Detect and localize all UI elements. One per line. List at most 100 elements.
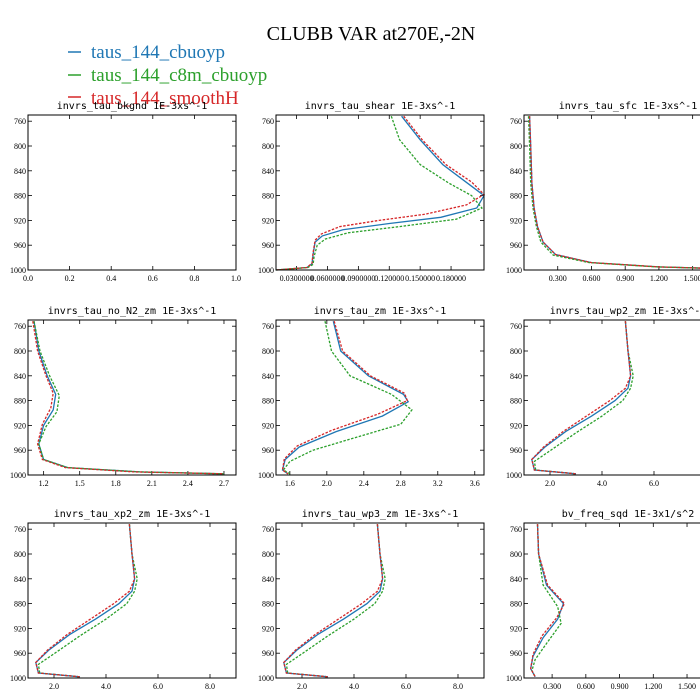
y-tick-label: 760	[14, 322, 26, 331]
y-tick-label: 960	[262, 241, 274, 250]
y-tick-label: 960	[14, 649, 26, 658]
plot-frame	[275, 522, 485, 679]
series-line	[285, 524, 386, 678]
panel-title: invrs_tau_bkgnd 1E-3xs^-1	[57, 101, 208, 112]
y-tick-label: 800	[14, 550, 26, 559]
x-tick-label: 0.0	[23, 274, 33, 283]
series-line	[35, 524, 136, 678]
y-tick-label: 800	[262, 550, 274, 559]
x-tick-label: 1.2	[39, 479, 49, 488]
panel-title: invrs_tau_wp2_zm 1E-3xs^-1	[550, 306, 700, 317]
y-tick-label: 920	[262, 421, 274, 430]
y-tick-label: 880	[262, 600, 274, 609]
series-line	[33, 321, 225, 475]
x-tick-label: 6.0	[401, 682, 411, 691]
y-tick-label: 1000	[506, 266, 522, 275]
panel: invrs_tau_shear 1E-3xs^-1 760 800 840 880 920…	[258, 101, 486, 283]
legend: taus_144_cbuoyp taus_144_c8m_cbuoyp taus…	[68, 42, 267, 109]
y-tick-label: 1000	[506, 471, 522, 480]
y-tick-label: 760	[510, 525, 522, 534]
x-tick-label: 0.600	[582, 274, 600, 283]
y-tick-label: 1000	[506, 674, 522, 683]
panel: invrs_tau_sfc 1E-3xs^-1 760 800 840 880 920 96…	[506, 101, 700, 283]
y-tick-label: 880	[510, 192, 522, 201]
x-tick-label: 0.120000	[374, 274, 404, 283]
y-tick-label: 960	[262, 446, 274, 455]
plot-frame	[275, 319, 485, 476]
y-tick-label: 960	[14, 446, 26, 455]
plot-frame	[523, 114, 700, 271]
chart-title: CLUBB VAR at270E,-2N	[267, 23, 476, 45]
y-tick-label: 920	[14, 216, 26, 225]
x-tick-label: 0.300	[549, 274, 567, 283]
y-tick-label: 840	[262, 167, 274, 176]
y-tick-label: 960	[510, 446, 522, 455]
x-tick-label: 4.0	[597, 479, 607, 488]
x-tick-label: 2.7	[219, 479, 229, 488]
x-tick-label: 0.900	[611, 682, 629, 691]
series-line	[282, 321, 413, 475]
y-tick-label: 920	[262, 624, 274, 633]
panel-title: bv_freq_sqd 1E-3x1/s^2	[562, 509, 694, 520]
y-tick-label: 1000	[258, 266, 274, 275]
y-tick-label: 1000	[10, 266, 26, 275]
x-tick-label: 1.8	[111, 479, 121, 488]
x-tick-label: 0.8	[189, 274, 199, 283]
x-tick-label: 2.0	[322, 479, 332, 488]
series-line	[283, 524, 384, 678]
x-tick-label: 0.2	[65, 274, 75, 283]
y-tick-label: 800	[262, 347, 274, 356]
y-tick-label: 920	[262, 216, 274, 225]
y-tick-label: 760	[262, 322, 274, 331]
y-tick-label: 840	[510, 575, 522, 584]
panel-title: invrs_tau_sfc 1E-3xs^-1	[559, 101, 697, 112]
y-tick-label: 880	[262, 397, 274, 406]
legend-entry: taus_144_c8m_cbuoyp	[68, 65, 267, 86]
series-line	[33, 321, 225, 475]
x-tick-label: 2.1	[147, 479, 157, 488]
y-tick-label: 840	[14, 167, 26, 176]
x-tick-label: 0.0900000	[341, 274, 375, 283]
y-tick-label: 800	[14, 142, 26, 151]
y-tick-label: 1000	[10, 674, 26, 683]
y-tick-label: 840	[14, 372, 26, 381]
x-tick-label: 2.4	[183, 479, 193, 488]
plot-frame	[523, 522, 700, 679]
y-tick-label: 840	[510, 167, 522, 176]
y-tick-label: 920	[510, 421, 522, 430]
y-tick-label: 840	[14, 575, 26, 584]
x-tick-label: 0.900	[616, 274, 634, 283]
x-tick-label: 1.200	[644, 682, 662, 691]
x-tick-label: 6.0	[649, 479, 659, 488]
x-tick-label: 0.0600000	[310, 274, 344, 283]
panel-title: invrs_tau_wp3_zm 1E-3xs^-1	[302, 509, 459, 520]
y-tick-label: 880	[14, 600, 26, 609]
series-line	[275, 115, 485, 271]
x-tick-label: 0.600	[577, 682, 595, 691]
series-line	[531, 321, 632, 475]
x-tick-label: 3.2	[433, 479, 443, 488]
panel: invrs_tau_wp3_zm 1E-3xs^-1 760 800 840 880 92…	[258, 509, 485, 691]
x-tick-label: 1.200	[650, 274, 668, 283]
y-tick-label: 760	[262, 525, 274, 534]
y-tick-label: 800	[262, 142, 274, 151]
y-tick-label: 880	[510, 397, 522, 406]
x-tick-label: 2.8	[396, 479, 406, 488]
y-tick-label: 800	[510, 550, 522, 559]
plot-frame	[27, 522, 237, 679]
y-tick-label: 840	[262, 372, 274, 381]
series-line	[281, 321, 409, 475]
y-tick-label: 960	[14, 241, 26, 250]
x-tick-label: 8.0	[205, 682, 215, 691]
series-line	[531, 524, 562, 678]
panel-title: invrs_tau_xp2_zm 1E-3xs^-1	[54, 509, 211, 520]
x-tick-label: 0.0300000	[280, 274, 314, 283]
series-line	[37, 524, 138, 678]
y-tick-label: 880	[14, 397, 26, 406]
legend-entry: taus_144_cbuoyp	[68, 42, 225, 63]
series-line	[530, 524, 565, 678]
x-tick-label: 0.180000	[436, 274, 466, 283]
series-line	[283, 524, 384, 678]
series-line	[531, 321, 632, 475]
